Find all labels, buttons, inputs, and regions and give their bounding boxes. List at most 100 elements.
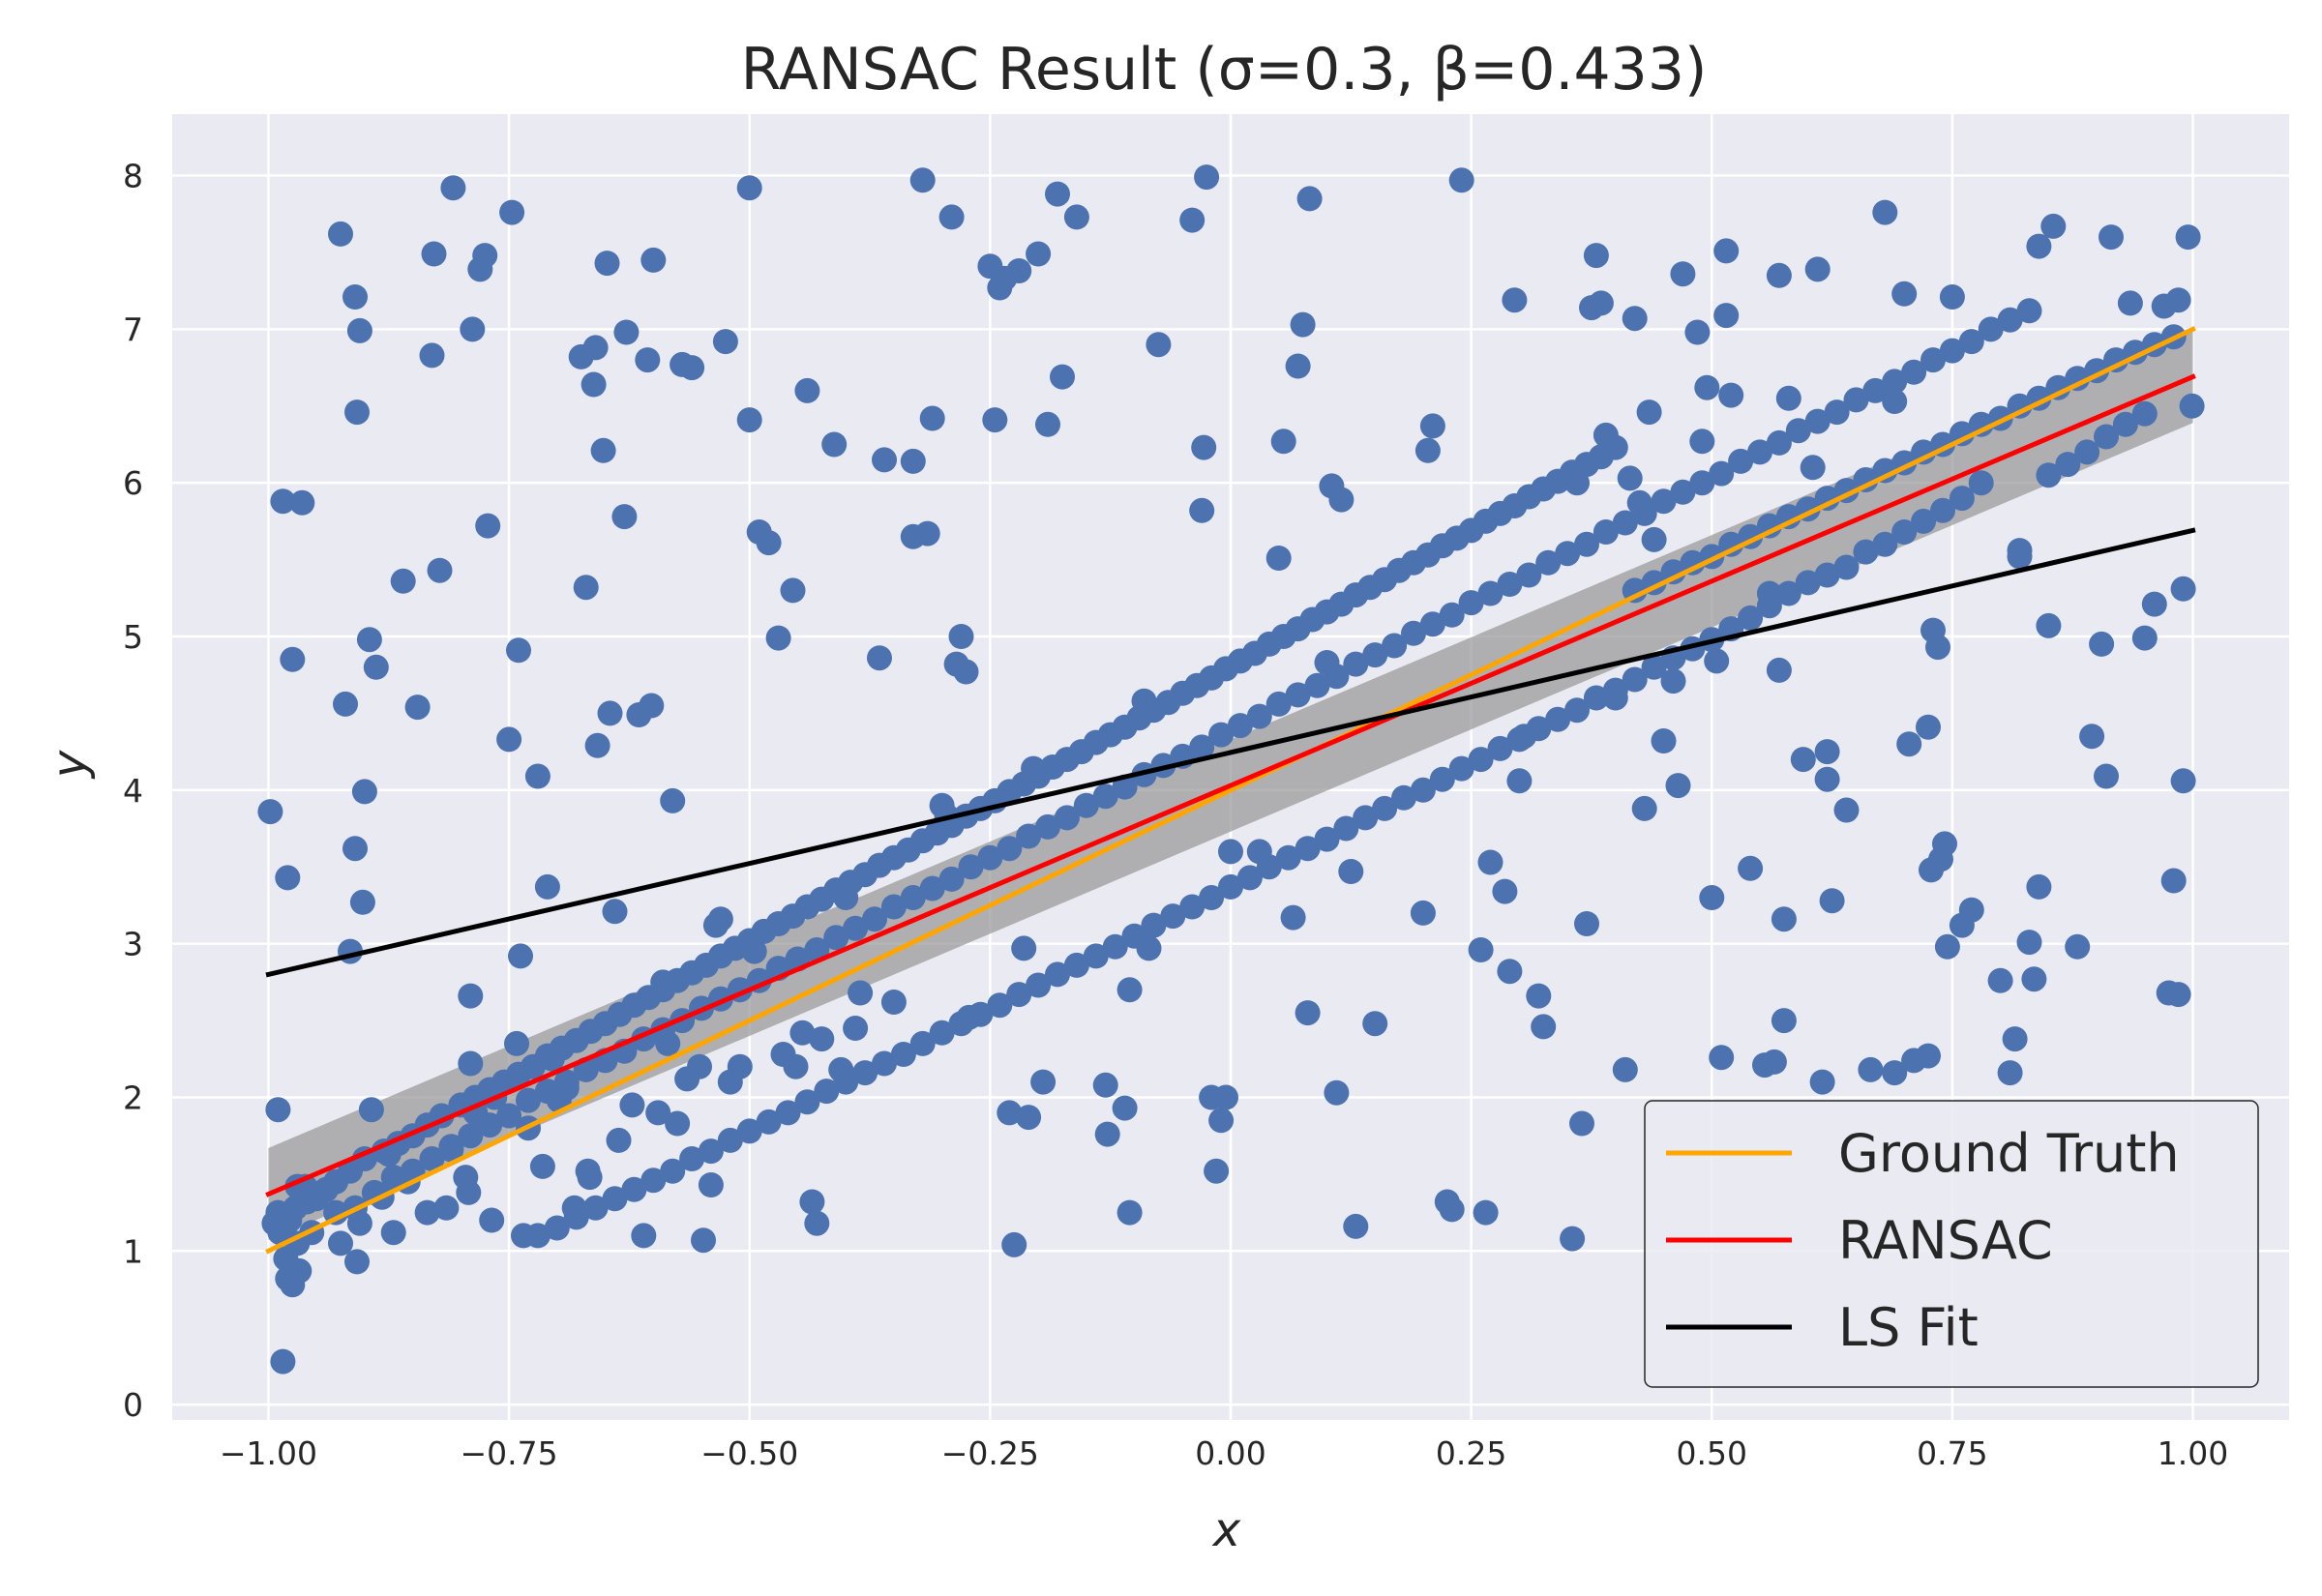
data-point bbox=[1497, 959, 1523, 985]
data-point bbox=[1824, 399, 1850, 426]
data-point bbox=[1338, 859, 1364, 884]
data-point bbox=[504, 1030, 529, 1056]
data-point bbox=[1814, 486, 1840, 512]
data-point bbox=[2040, 213, 2067, 239]
data-point bbox=[2016, 298, 2042, 324]
data-point bbox=[1295, 1000, 1321, 1026]
data-point bbox=[1256, 854, 1282, 880]
data-point bbox=[1199, 885, 1225, 910]
data-point bbox=[1911, 439, 1937, 465]
data-point bbox=[2099, 224, 2124, 251]
data-point bbox=[1612, 510, 1638, 536]
data-point bbox=[1872, 199, 1898, 225]
data-point bbox=[1766, 429, 1792, 456]
data-point bbox=[1116, 1199, 1143, 1226]
data-point bbox=[1414, 437, 1441, 463]
data-point bbox=[1925, 635, 1950, 661]
y-tick-label: 8 bbox=[123, 158, 143, 195]
data-point bbox=[1617, 465, 1643, 491]
data-point bbox=[621, 1176, 647, 1202]
data-point bbox=[1535, 549, 1562, 576]
data-point bbox=[862, 906, 887, 932]
ransac-line bbox=[265, 373, 2196, 1197]
data-point bbox=[1290, 311, 1316, 338]
data-point bbox=[438, 1137, 464, 1163]
data-point bbox=[948, 1011, 974, 1037]
data-point bbox=[1949, 421, 1975, 447]
data-point bbox=[1141, 912, 1167, 938]
data-point bbox=[1569, 1110, 1594, 1137]
data-point bbox=[712, 329, 738, 355]
data-point bbox=[1246, 703, 1272, 729]
data-point bbox=[1477, 849, 1503, 875]
data-point bbox=[2094, 424, 2119, 450]
data-point bbox=[508, 943, 533, 969]
data-point bbox=[2112, 411, 2138, 437]
data-point bbox=[1728, 448, 1754, 474]
data-point bbox=[1819, 888, 1845, 914]
data-point bbox=[1934, 933, 1960, 960]
data-point bbox=[283, 1195, 309, 1221]
data-point bbox=[1612, 1056, 1638, 1082]
data-point bbox=[1932, 831, 1957, 857]
data-point bbox=[631, 1223, 657, 1249]
data-point bbox=[261, 1210, 287, 1236]
data-point bbox=[1761, 1049, 1787, 1075]
data-point bbox=[1492, 878, 1518, 904]
data-point bbox=[1718, 531, 1744, 557]
data-point bbox=[1684, 319, 1711, 345]
data-point bbox=[2165, 287, 2191, 313]
data-point bbox=[342, 284, 368, 310]
data-point bbox=[1795, 570, 1821, 596]
data-point bbox=[1063, 952, 1089, 978]
x-tick-label: 0.75 bbox=[1917, 1434, 1987, 1472]
data-point bbox=[349, 889, 375, 915]
data-point bbox=[1872, 531, 1898, 557]
data-point bbox=[872, 447, 897, 473]
data-point bbox=[1978, 316, 2004, 342]
data-point bbox=[1699, 885, 1725, 910]
data-point bbox=[968, 1001, 994, 1027]
data-point bbox=[1382, 633, 1408, 659]
data-point bbox=[1011, 935, 1037, 961]
data-point bbox=[852, 1060, 878, 1086]
data-point bbox=[1949, 486, 1975, 512]
data-point bbox=[1353, 805, 1379, 831]
legend-label: LS Fit bbox=[1838, 1297, 1979, 1358]
data-point bbox=[1680, 549, 1706, 576]
data-point bbox=[938, 866, 965, 892]
data-point bbox=[665, 1110, 691, 1137]
data-point bbox=[1694, 374, 1720, 400]
data-point bbox=[1497, 572, 1523, 597]
data-point bbox=[323, 1199, 349, 1226]
data-point bbox=[2065, 933, 2091, 960]
data-point bbox=[1916, 1043, 1941, 1069]
data-point bbox=[1448, 167, 1474, 193]
data-point bbox=[1473, 1199, 1499, 1226]
data-point bbox=[1709, 460, 1735, 487]
data-point bbox=[900, 448, 926, 474]
data-point bbox=[1588, 290, 1614, 316]
data-point bbox=[698, 1172, 724, 1197]
data-point bbox=[1987, 967, 2013, 993]
data-point bbox=[2131, 400, 2158, 427]
data-point bbox=[1997, 307, 2023, 333]
data-point bbox=[1204, 1158, 1230, 1184]
data-point bbox=[1833, 797, 1860, 823]
data-point bbox=[273, 1246, 299, 1272]
legend-label: RANSAC bbox=[1838, 1210, 2053, 1271]
data-point bbox=[1574, 911, 1599, 936]
data-point bbox=[1328, 487, 1354, 513]
data-point bbox=[1804, 408, 1831, 434]
data-point bbox=[1146, 332, 1172, 358]
y-tick-label: 2 bbox=[123, 1079, 143, 1116]
data-point bbox=[2079, 724, 2105, 750]
data-point bbox=[1179, 894, 1206, 920]
data-point bbox=[1766, 262, 1792, 288]
data-point bbox=[1891, 519, 1918, 545]
data-point bbox=[1560, 1226, 1586, 1252]
data-point bbox=[890, 1042, 916, 1067]
data-point bbox=[1872, 458, 1898, 484]
data-point bbox=[1506, 768, 1533, 794]
data-point bbox=[1704, 648, 1730, 674]
